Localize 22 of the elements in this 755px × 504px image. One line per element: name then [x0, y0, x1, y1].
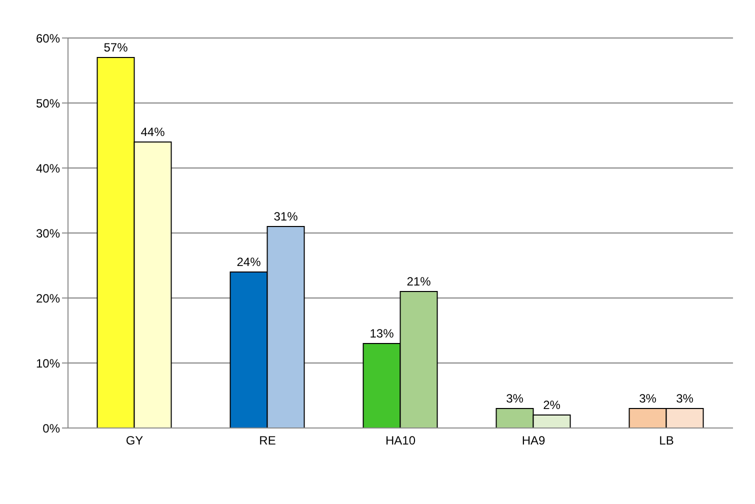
data-label: 31% — [274, 210, 298, 224]
y-tick-label: 10% — [36, 356, 60, 370]
data-label: 57% — [104, 40, 128, 54]
x-tick-label: LB — [659, 434, 674, 448]
y-tick-label: 60% — [36, 31, 60, 46]
data-label: 3% — [676, 392, 694, 406]
x-tick-label: HA9 — [522, 434, 546, 448]
data-label: 3% — [506, 392, 524, 406]
data-label: 3% — [639, 392, 657, 406]
y-tick-label: 20% — [36, 291, 60, 306]
x-tick-label: RE — [259, 434, 276, 448]
y-tick-label: 0% — [42, 421, 60, 436]
data-label: 2% — [543, 398, 561, 412]
y-tick-label: 40% — [36, 161, 60, 176]
y-tick-label: 30% — [36, 226, 60, 240]
x-tick-label: HA10 — [385, 434, 416, 448]
data-label: 44% — [140, 125, 166, 139]
x-tick-label: GY — [126, 434, 144, 448]
data-label: 21% — [406, 274, 432, 288]
data-label: 24% — [236, 255, 262, 269]
y-tick-label: 50% — [36, 96, 60, 110]
data-label: 13% — [370, 326, 394, 340]
